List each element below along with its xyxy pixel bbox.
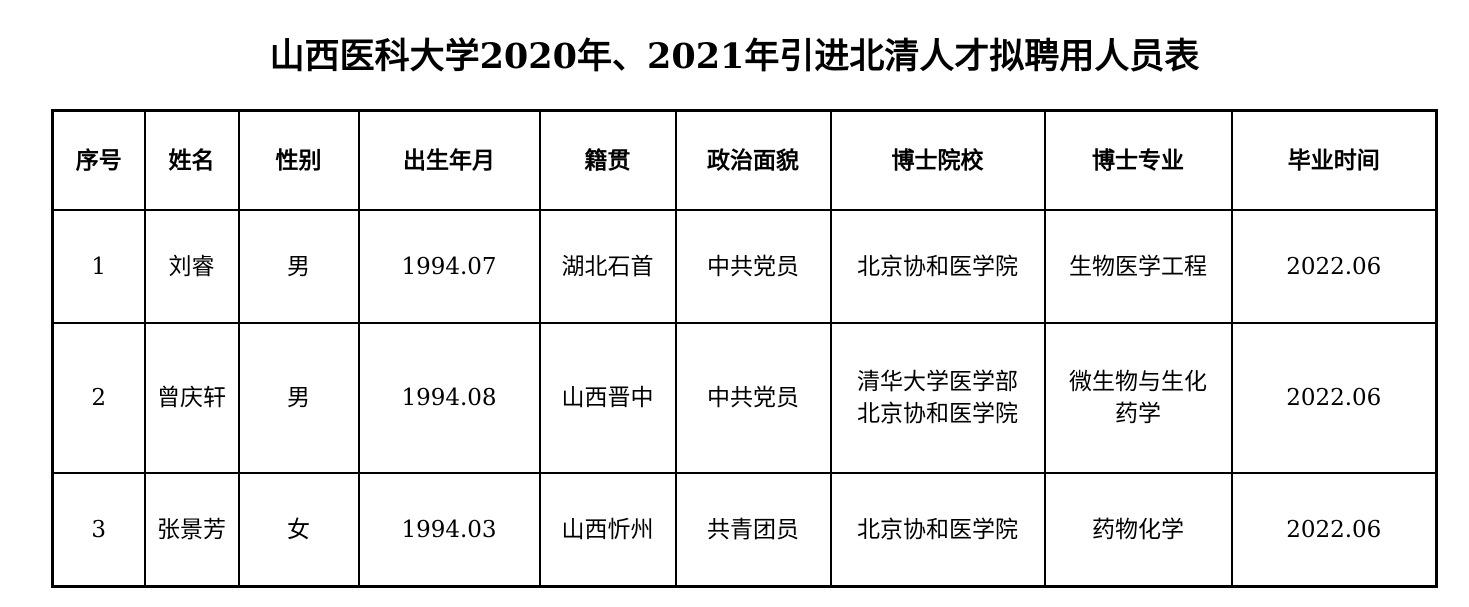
- header-gender: 性别: [237, 109, 360, 211]
- cell-graduation: 2022.06: [1230, 322, 1438, 474]
- cell-phd-major: 药物化学: [1043, 472, 1233, 588]
- cell-birth: 1994.07: [357, 209, 541, 324]
- cell-political-status: 中共党员: [674, 209, 832, 324]
- cell-index: 2: [51, 322, 146, 474]
- cell-graduation: 2022.06: [1230, 209, 1438, 324]
- page-title: 山西医科大学2020年、2021年引进北清人才拟聘用人员表: [269, 36, 1200, 77]
- header-name: 姓名: [143, 109, 240, 211]
- table-header-row: 序号 姓名 性别 出生年月 籍贯 政治面貌 博士院校 博士专业 毕业时间: [51, 109, 1438, 211]
- header-birth: 出生年月: [357, 109, 541, 211]
- cell-political-status: 中共党员: [674, 322, 832, 474]
- cell-political-status: 共青团员: [674, 472, 832, 588]
- header-phd-major: 博士专业: [1043, 109, 1233, 211]
- cell-phd-school: 北京协和医学院: [829, 209, 1046, 324]
- cell-native-place: 湖北石首: [538, 209, 677, 324]
- cell-birth: 1994.08: [357, 322, 541, 474]
- cell-native-place: 山西忻州: [538, 472, 677, 588]
- header-graduation: 毕业时间: [1230, 109, 1438, 211]
- cell-native-place: 山西晋中: [538, 322, 677, 474]
- cell-phd-major: 生物医学工程: [1043, 209, 1233, 324]
- table-row: 1 刘睿 男 1994.07 湖北石首 中共党员 北京协和医学院 生物医学工程 …: [51, 209, 1438, 324]
- cell-graduation: 2022.06: [1230, 472, 1438, 588]
- personnel-table: 序号 姓名 性别 出生年月 籍贯 政治面貌 博士院校 博士专业 毕业时间 1 刘…: [51, 109, 1438, 588]
- header-index: 序号: [51, 109, 146, 211]
- cell-gender: 男: [237, 209, 360, 324]
- cell-name: 张景芳: [143, 472, 240, 588]
- cell-index: 1: [51, 209, 146, 324]
- cell-phd-school: 北京协和医学院: [829, 472, 1046, 588]
- cell-name: 刘睿: [143, 209, 240, 324]
- cell-name: 曾庆轩: [143, 322, 240, 474]
- cell-birth: 1994.03: [357, 472, 541, 588]
- cell-gender: 女: [237, 472, 360, 588]
- header-political-status: 政治面貌: [674, 109, 832, 211]
- table-row: 2 曾庆轩 男 1994.08 山西晋中 中共党员 清华大学医学部 北京协和医学…: [51, 322, 1438, 474]
- cell-index: 3: [51, 472, 146, 588]
- cell-phd-school: 清华大学医学部 北京协和医学院: [829, 322, 1046, 474]
- header-phd-school: 博士院校: [829, 109, 1046, 211]
- cell-phd-major: 微生物与生化 药学: [1043, 322, 1233, 474]
- cell-gender: 男: [237, 322, 360, 474]
- header-native-place: 籍贯: [538, 109, 677, 211]
- table-row: 3 张景芳 女 1994.03 山西忻州 共青团员 北京协和医学院 药物化学 2…: [51, 472, 1438, 588]
